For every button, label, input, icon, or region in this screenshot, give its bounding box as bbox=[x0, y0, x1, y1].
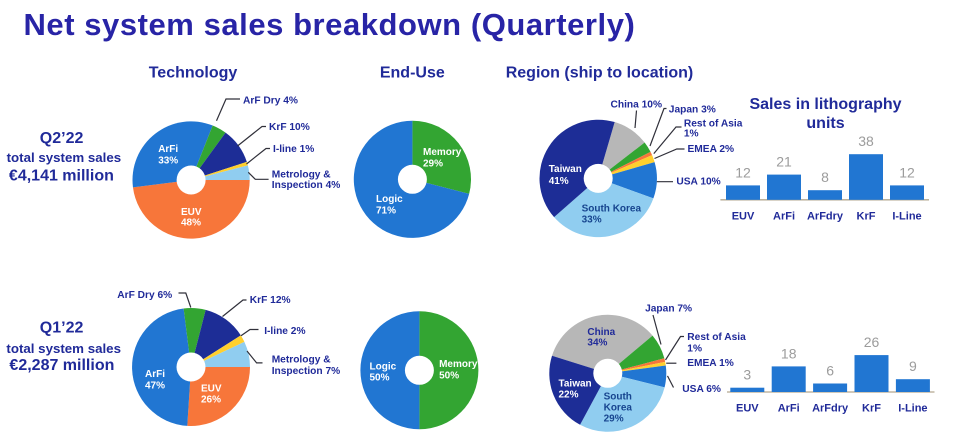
svg-text:€2,287 million: €2,287 million bbox=[9, 357, 114, 374]
svg-text:Net system sales breakdown (Qu: Net system sales breakdown (Quarterly) bbox=[24, 7, 636, 42]
svg-text:Inspection 4%: Inspection 4% bbox=[272, 180, 341, 191]
svg-text:ArF Dry 4%: ArF Dry 4% bbox=[243, 96, 298, 107]
svg-text:Memory: Memory bbox=[423, 147, 462, 158]
svg-text:I-line 1%: I-line 1% bbox=[273, 144, 314, 155]
svg-text:Q1’22: Q1’22 bbox=[40, 319, 84, 336]
svg-text:USA 6%: USA 6% bbox=[682, 384, 721, 395]
svg-text:I-Line: I-Line bbox=[892, 210, 921, 222]
svg-text:EUV: EUV bbox=[181, 207, 202, 218]
svg-text:EMEA 1%: EMEA 1% bbox=[687, 358, 734, 369]
svg-text:total system sales: total system sales bbox=[6, 341, 121, 356]
svg-text:21: 21 bbox=[776, 154, 792, 170]
svg-text:33%: 33% bbox=[582, 214, 602, 225]
svg-text:22%: 22% bbox=[559, 390, 579, 401]
svg-text:18: 18 bbox=[781, 345, 797, 361]
svg-text:Taiwan: Taiwan bbox=[549, 164, 582, 175]
svg-text:26%: 26% bbox=[201, 394, 221, 405]
svg-text:Metrology &: Metrology & bbox=[272, 355, 332, 366]
svg-text:South: South bbox=[604, 391, 632, 402]
svg-text:47%: 47% bbox=[145, 381, 165, 392]
svg-text:Logic: Logic bbox=[376, 194, 403, 205]
svg-text:EMEA 2%: EMEA 2% bbox=[688, 144, 735, 155]
svg-text:South Korea: South Korea bbox=[582, 204, 642, 215]
svg-text:Taiwan: Taiwan bbox=[559, 379, 592, 390]
svg-text:Technology: Technology bbox=[149, 65, 238, 82]
svg-text:€4,141 million: €4,141 million bbox=[9, 168, 114, 185]
svg-text:units: units bbox=[806, 115, 844, 132]
svg-text:End-Use: End-Use bbox=[380, 65, 445, 82]
svg-text:Rest of Asia: Rest of Asia bbox=[684, 118, 743, 129]
svg-text:34%: 34% bbox=[587, 338, 607, 349]
svg-text:Q2’22: Q2’22 bbox=[40, 130, 84, 147]
svg-text:8: 8 bbox=[821, 169, 829, 185]
svg-text:Inspection 7%: Inspection 7% bbox=[272, 366, 341, 377]
svg-text:USA 10%: USA 10% bbox=[676, 176, 720, 187]
svg-text:12: 12 bbox=[899, 164, 915, 180]
svg-text:ArFi: ArFi bbox=[778, 403, 800, 415]
svg-text:KrF: KrF bbox=[857, 210, 876, 222]
svg-text:1%: 1% bbox=[684, 129, 699, 140]
svg-text:3: 3 bbox=[743, 367, 751, 383]
svg-text:50%: 50% bbox=[439, 371, 459, 382]
svg-text:71%: 71% bbox=[376, 205, 396, 216]
svg-text:China 10%: China 10% bbox=[611, 100, 663, 111]
svg-text:I-line 2%: I-line 2% bbox=[264, 326, 305, 337]
svg-text:total system sales: total system sales bbox=[7, 150, 122, 165]
svg-text:Japan 3%: Japan 3% bbox=[669, 105, 716, 116]
svg-text:29%: 29% bbox=[423, 158, 443, 169]
svg-text:50%: 50% bbox=[370, 373, 390, 384]
svg-text:6: 6 bbox=[826, 363, 834, 379]
svg-text:ArFdry: ArFdry bbox=[807, 210, 844, 222]
svg-text:41%: 41% bbox=[549, 176, 569, 187]
svg-text:26: 26 bbox=[864, 334, 880, 350]
svg-text:Region (ship to location): Region (ship to location) bbox=[506, 65, 694, 82]
svg-text:48%: 48% bbox=[181, 218, 201, 229]
svg-text:Korea: Korea bbox=[604, 403, 633, 414]
svg-text:Metrology &: Metrology & bbox=[272, 170, 332, 181]
svg-text:38: 38 bbox=[858, 133, 874, 149]
svg-text:I-Line: I-Line bbox=[898, 403, 927, 415]
svg-text:Rest of Asia: Rest of Asia bbox=[687, 332, 746, 343]
svg-text:ArFi: ArFi bbox=[158, 144, 178, 155]
svg-text:EUV: EUV bbox=[736, 403, 759, 415]
svg-text:KrF: KrF bbox=[862, 403, 881, 415]
svg-text:EUV: EUV bbox=[201, 384, 222, 395]
svg-text:China: China bbox=[587, 327, 615, 338]
svg-text:ArF Dry 6%: ArF Dry 6% bbox=[117, 290, 172, 301]
svg-text:Logic: Logic bbox=[370, 362, 397, 373]
svg-text:ArFdry: ArFdry bbox=[812, 403, 849, 415]
svg-text:ArFi: ArFi bbox=[145, 369, 165, 380]
svg-text:9: 9 bbox=[909, 358, 917, 374]
svg-text:EUV: EUV bbox=[732, 210, 755, 222]
svg-text:1%: 1% bbox=[687, 343, 702, 354]
svg-text:12: 12 bbox=[735, 164, 751, 180]
svg-text:KrF 10%: KrF 10% bbox=[269, 122, 310, 133]
svg-text:Sales in lithography: Sales in lithography bbox=[749, 96, 901, 113]
svg-text:Japan 7%: Japan 7% bbox=[645, 304, 692, 315]
svg-text:33%: 33% bbox=[158, 155, 178, 166]
svg-text:KrF 12%: KrF 12% bbox=[250, 295, 291, 306]
svg-text:Memory: Memory bbox=[439, 359, 478, 370]
svg-text:ArFi: ArFi bbox=[773, 210, 795, 222]
svg-text:29%: 29% bbox=[604, 413, 624, 424]
